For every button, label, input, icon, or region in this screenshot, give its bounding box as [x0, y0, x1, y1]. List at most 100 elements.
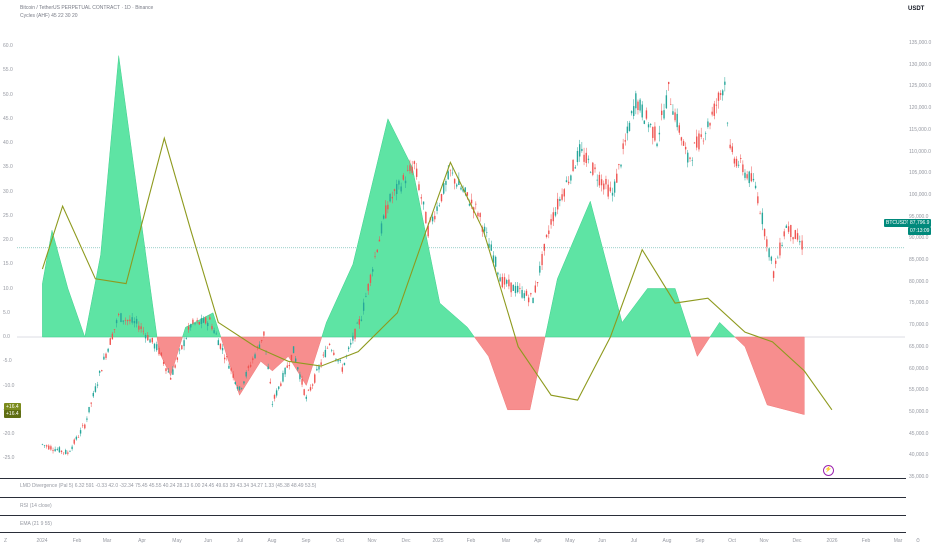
negative-cycle-area-9 [734, 336, 805, 415]
candle-body [563, 189, 565, 197]
candle-body [458, 178, 460, 186]
time-tick-label: Apr [138, 538, 146, 544]
candle-body [352, 335, 354, 341]
candle-body [757, 196, 759, 204]
candle-body [658, 132, 661, 135]
price-tick-label: 90,000.0 [909, 235, 929, 242]
candle-body [238, 386, 241, 390]
candle-body [350, 342, 352, 345]
candle-body [60, 450, 63, 453]
pane-separator-1[interactable] [0, 478, 906, 479]
candle-body [400, 186, 402, 192]
candle-body [84, 424, 86, 429]
oscillator-tick-label: -25.0 [3, 455, 15, 462]
price-tick-label: 45,000.0 [909, 430, 929, 437]
time-tick-label: 2025 [432, 538, 444, 544]
candle-body [722, 90, 724, 96]
candle-body [456, 184, 458, 187]
candle-body [693, 142, 696, 144]
time-tick-label: Mar [501, 538, 511, 544]
candle-body [781, 245, 783, 247]
zoom-button[interactable]: Z [4, 538, 8, 544]
candle-body [661, 110, 663, 115]
candle-body [570, 175, 572, 181]
candle-body [698, 133, 700, 150]
candle-body [316, 368, 318, 371]
pane-separator-2[interactable] [0, 497, 906, 498]
candle-body [772, 271, 775, 278]
candle-body [521, 290, 523, 298]
oscillator-tick-label: -20.0 [3, 431, 15, 437]
candle-body [801, 240, 803, 250]
candle-body [635, 93, 637, 109]
time-tick-label: Feb [861, 538, 871, 544]
candle-body [682, 141, 685, 146]
time-tick-label: Nov [759, 538, 769, 544]
candle-body [488, 243, 490, 248]
candle-body [684, 146, 687, 150]
candle-body [398, 180, 400, 185]
candle-body [320, 362, 322, 365]
candle-body [589, 172, 592, 173]
alert-icon[interactable]: ⚡ [823, 465, 834, 476]
candle-body [572, 159, 574, 171]
candle-body [243, 381, 245, 384]
oscillator-tick-label: 20.0 [3, 237, 13, 243]
candle-body [550, 219, 552, 225]
candle-body [527, 297, 530, 303]
candle-body [468, 203, 471, 206]
ema-pane-label[interactable]: EMA (21 9 55) [20, 521, 52, 527]
symbol-title[interactable]: Bitcoin / TetherUS PERPETUAL CONTRACT · … [20, 5, 154, 11]
candle-body [324, 349, 327, 358]
candle-body [737, 164, 740, 166]
candle-body [50, 446, 52, 450]
candle-body [713, 103, 715, 116]
candle-body [326, 347, 329, 349]
candle-body [594, 167, 596, 170]
divergence-pane-label[interactable]: LMD Divergence (Pal 5) 6.32 591 -0.33 42… [20, 483, 317, 489]
pane-separator-3[interactable] [0, 515, 906, 516]
candle-body [630, 111, 633, 114]
candle-body [752, 178, 755, 181]
candle-body [226, 356, 228, 357]
candle-body [777, 257, 779, 259]
candle-body [129, 319, 131, 322]
candle-body [486, 232, 488, 233]
candle-body [740, 157, 742, 159]
oscillator-value-badge: +16.4 [4, 403, 21, 411]
candle-body [96, 384, 99, 386]
price-tick-label: 95,000.0 [909, 213, 929, 220]
price-tick-label: 50,000.0 [909, 408, 929, 415]
candle-body [158, 347, 160, 355]
candle-body [41, 444, 44, 445]
negative-cycle-area-7 [690, 336, 711, 357]
time-tick-label: Feb [72, 538, 82, 544]
candle-body [73, 439, 75, 444]
candle-body [409, 165, 411, 171]
time-tick-label: Jul [236, 538, 244, 544]
candle-body [294, 358, 297, 362]
candle-body [779, 242, 781, 256]
rsi-pane-label[interactable]: RSI (14 close) [20, 503, 52, 509]
candle-body [113, 329, 116, 330]
candle-body [637, 101, 639, 111]
negative-cycle-area-1 [156, 336, 183, 377]
candle-body [761, 212, 764, 225]
candle-body [358, 319, 360, 325]
time-settings-icon[interactable]: ⏱ [916, 538, 920, 544]
candle-body [151, 337, 153, 343]
candle-body [470, 199, 473, 204]
candle-body [719, 93, 722, 96]
candle-body [120, 313, 122, 322]
candle-body [301, 379, 303, 385]
candle-body [543, 243, 546, 251]
pane-separator-4[interactable] [0, 532, 906, 533]
candle-body [284, 367, 286, 375]
price-tick-label: 135,000.0 [909, 40, 932, 46]
currency-label[interactable]: USDT [908, 6, 925, 12]
candle-body [314, 374, 316, 383]
indicator-title[interactable]: Cycles (AHF) 45 22 30 20 [20, 13, 78, 19]
candle-body [382, 215, 385, 219]
negative-cycle-area-3 [220, 336, 323, 396]
